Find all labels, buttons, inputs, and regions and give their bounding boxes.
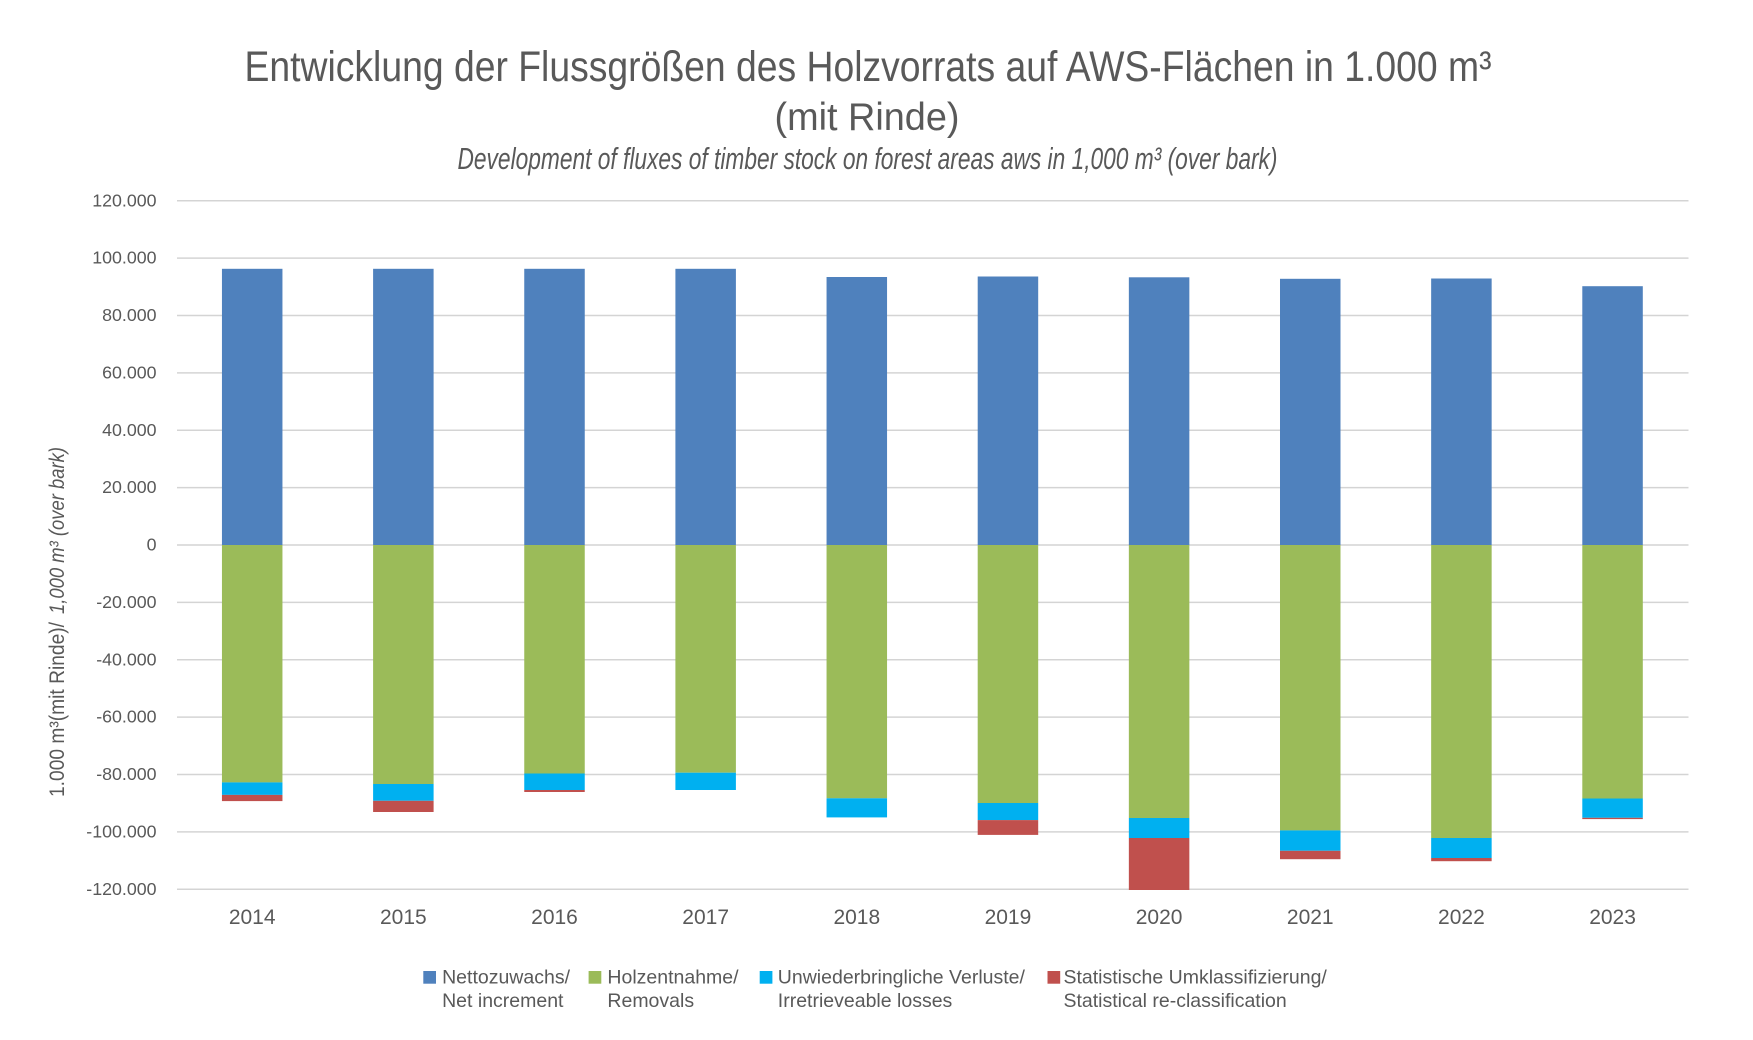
svg-text:120.000: 120.000 bbox=[92, 190, 156, 210]
svg-text:Unwiederbringliche Verluste/: Unwiederbringliche Verluste/ bbox=[778, 966, 1026, 988]
svg-text:-20.000: -20.000 bbox=[96, 592, 156, 612]
svg-text:2021: 2021 bbox=[1287, 906, 1334, 929]
svg-text:0: 0 bbox=[147, 535, 157, 555]
svg-text:Statistische Umklassifizierung: Statistische Umklassifizierung/ bbox=[1064, 966, 1328, 988]
svg-text:2020: 2020 bbox=[1136, 906, 1183, 929]
svg-text:20.000: 20.000 bbox=[102, 477, 156, 497]
svg-text:2018: 2018 bbox=[833, 906, 880, 929]
svg-text:Holzentnahme/: Holzentnahme/ bbox=[607, 966, 739, 988]
svg-text:2017: 2017 bbox=[682, 906, 729, 929]
svg-text:2016: 2016 bbox=[531, 906, 578, 929]
svg-text:-120.000: -120.000 bbox=[86, 879, 156, 899]
svg-text:2022: 2022 bbox=[1438, 906, 1485, 929]
svg-text:Net increment: Net increment bbox=[442, 990, 564, 1012]
svg-text:Nettozuwachs/: Nettozuwachs/ bbox=[442, 966, 570, 988]
svg-text:Entwicklung der Flussgrößen de: Entwicklung der Flussgrößen des Holzvorr… bbox=[245, 44, 1492, 91]
svg-text:-80.000: -80.000 bbox=[96, 764, 156, 784]
svg-text:(mit Rinde): (mit Rinde) bbox=[775, 96, 960, 139]
svg-text:40.000: 40.000 bbox=[102, 420, 156, 440]
svg-text:2023: 2023 bbox=[1589, 906, 1636, 929]
svg-text:-40.000: -40.000 bbox=[96, 649, 156, 669]
svg-text:-100.000: -100.000 bbox=[86, 821, 156, 841]
svg-text:1.000 m³(mit Rinde)/: 1.000 m³(mit Rinde)/ bbox=[46, 622, 69, 797]
svg-text:2019: 2019 bbox=[985, 906, 1032, 929]
svg-text:Irretrieveable losses: Irretrieveable losses bbox=[778, 990, 953, 1012]
svg-text:2015: 2015 bbox=[380, 906, 427, 929]
svg-text:2014: 2014 bbox=[229, 906, 276, 929]
svg-text:Statistical re-classification: Statistical re-classification bbox=[1064, 990, 1287, 1012]
svg-text:Development of fluxes of timbe: Development of fluxes of timber stock on… bbox=[458, 141, 1278, 176]
svg-text:Removals: Removals bbox=[607, 990, 694, 1012]
svg-text:100.000: 100.000 bbox=[92, 248, 156, 268]
svg-text:-60.000: -60.000 bbox=[96, 707, 156, 727]
svg-text:80.000: 80.000 bbox=[102, 305, 156, 325]
svg-text:60.000: 60.000 bbox=[102, 362, 156, 382]
svg-text:1,000 m³ (over bark): 1,000 m³ (over bark) bbox=[46, 447, 69, 614]
